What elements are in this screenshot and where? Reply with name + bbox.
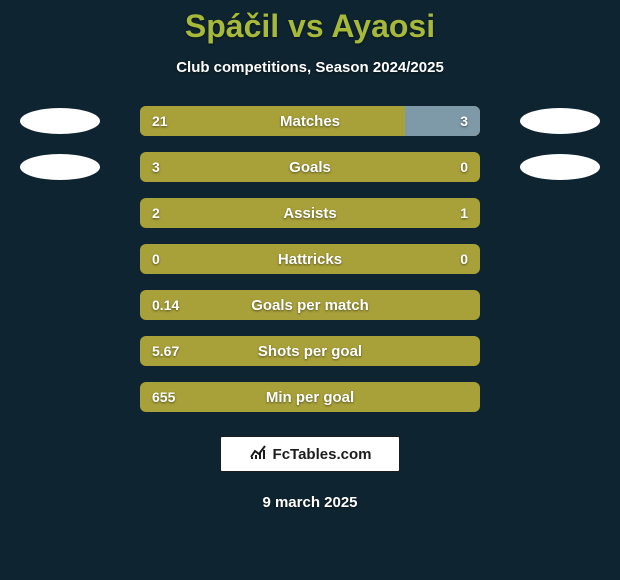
stat-row: 5.67Shots per goal <box>0 336 620 366</box>
stat-row: 30Goals <box>0 152 620 182</box>
stat-bar-right <box>405 106 480 136</box>
comparison-infographic: Spáčil vs Ayaosi Club competitions, Seas… <box>0 0 620 580</box>
source-badge: FcTables.com <box>220 436 400 472</box>
stat-bar-left <box>140 106 405 136</box>
player-left-oval <box>20 108 100 134</box>
stat-rows: 213Matches 30Goals 21Assists 00Hattricks 0.1… <box>0 106 620 412</box>
stat-bar-left <box>140 152 480 182</box>
stat-bar: 21Assists <box>140 198 480 228</box>
stat-bar-left <box>140 382 480 412</box>
stat-bar: 213Matches <box>140 106 480 136</box>
stat-bar-left <box>140 244 480 274</box>
player-right-oval <box>520 154 600 180</box>
stat-bar: 655Min per goal <box>140 382 480 412</box>
stat-row: 655Min per goal <box>0 382 620 412</box>
footer-date: 9 march 2025 <box>262 494 357 511</box>
stat-bar: 0.14Goals per match <box>140 290 480 320</box>
stat-bar-left <box>140 336 480 366</box>
stat-bar: 00Hattricks <box>140 244 480 274</box>
chart-icon <box>249 443 267 465</box>
stat-row: 00Hattricks <box>0 244 620 274</box>
source-badge-text: FcTables.com <box>273 446 372 463</box>
page-subtitle: Club competitions, Season 2024/2025 <box>176 59 444 76</box>
stat-row: 213Matches <box>0 106 620 136</box>
stat-bar-left <box>140 290 480 320</box>
player-right-oval <box>520 108 600 134</box>
stat-bar: 30Goals <box>140 152 480 182</box>
stat-row: 21Assists <box>0 198 620 228</box>
stat-bar: 5.67Shots per goal <box>140 336 480 366</box>
stat-bar-left <box>140 198 480 228</box>
player-left-oval <box>20 154 100 180</box>
stat-row: 0.14Goals per match <box>0 290 620 320</box>
page-title: Spáčil vs Ayaosi <box>185 8 435 45</box>
